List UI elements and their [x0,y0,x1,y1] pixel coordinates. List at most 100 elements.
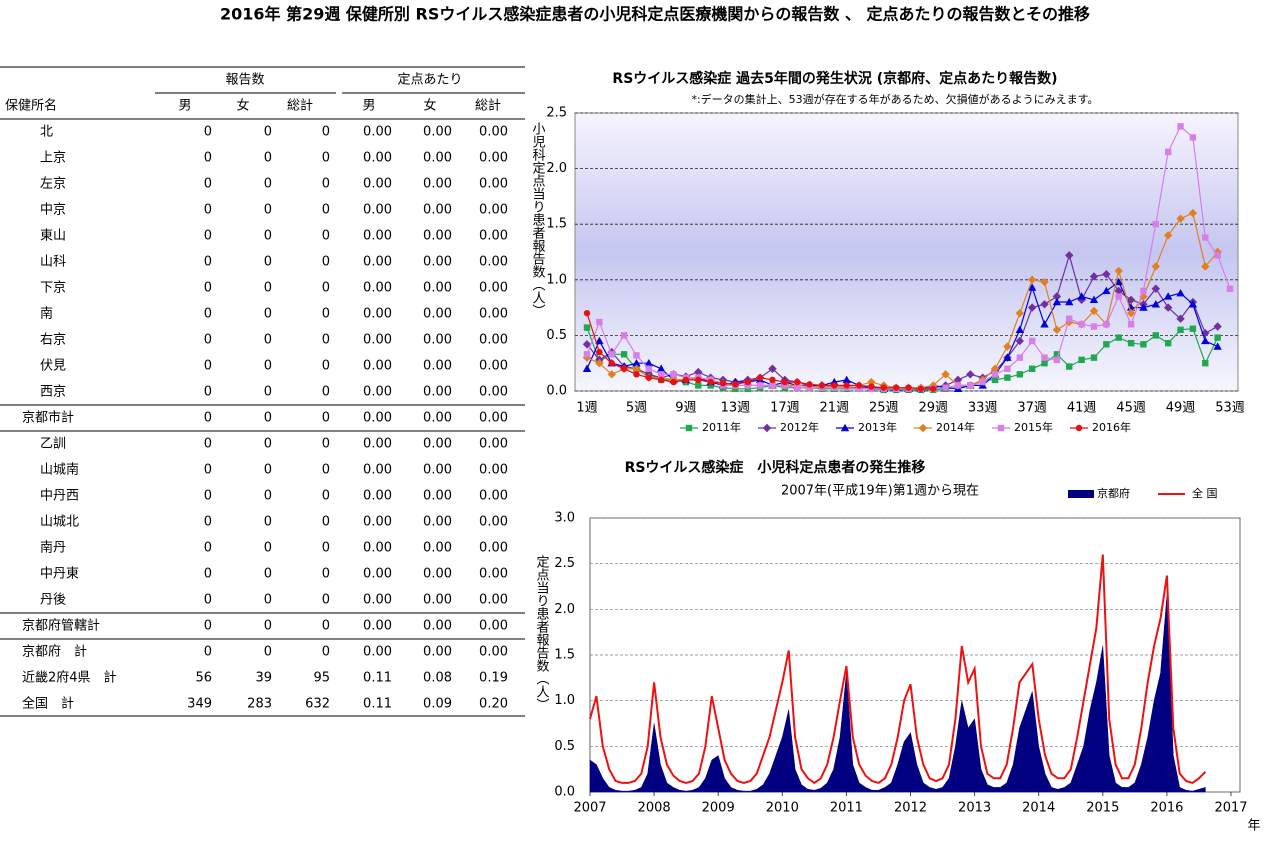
y-tick-label: 0.5 [546,328,567,343]
point [1004,374,1011,381]
point [1188,300,1198,308]
point [732,381,739,388]
cell: 632 [305,697,330,712]
cell: 0 [322,593,330,608]
point [596,348,603,356]
cell: 0.00 [363,333,392,348]
cell: 0 [204,463,212,478]
cell: 0 [204,359,212,374]
y-tick-label: 1.0 [546,272,567,287]
cell: 0.00 [479,567,508,582]
cell: 0.00 [423,177,452,192]
cell: 0 [204,255,212,270]
point [966,370,975,379]
point [840,423,850,432]
point [794,378,801,386]
point [1163,292,1173,300]
cell: 0 [264,281,272,296]
cell: 0.00 [479,541,508,556]
cell: 0.00 [423,489,452,504]
point [868,383,875,390]
cell: 0.00 [479,125,508,140]
point [1052,292,1062,301]
row-label: 丹後 [40,593,66,608]
point [607,370,616,379]
point [620,332,628,339]
point [694,367,703,377]
point [1041,354,1048,361]
cell: 0 [204,437,212,452]
row-label: 西京 [40,385,66,400]
cell: 0.08 [423,671,452,686]
cell: 0 [204,515,212,530]
point [1003,353,1012,361]
cell: 0 [204,281,212,296]
cell: 0.00 [363,515,392,530]
point [1040,277,1049,287]
point [991,371,999,378]
cell: 0 [204,489,212,504]
cell: 0.00 [423,255,452,270]
cell: 0 [264,411,272,426]
cell: 0.19 [479,671,508,686]
point [744,378,751,386]
row-label: 山城北 [40,515,79,530]
point [707,382,714,389]
cell: 0 [264,645,272,660]
y-tick-label: 2.0 [546,161,567,176]
point [1139,303,1148,311]
point [1052,297,1062,306]
cell: 0.00 [423,541,452,556]
cell: 0.00 [363,645,392,660]
point [1177,123,1184,130]
point [633,352,640,359]
point [1163,303,1173,312]
cell: 0.00 [363,489,392,504]
point [1015,336,1024,346]
legend-label: 2015年 [1014,420,1053,434]
group-header: 報告数 [225,73,264,88]
cell: 0.00 [479,203,508,218]
point [756,374,764,381]
point [1077,292,1086,300]
x-tick-label: 2016 [1150,801,1183,816]
legend-swatch [1068,490,1094,498]
cell: 0.00 [363,281,392,296]
point [990,364,1000,373]
cell: 0 [264,489,272,504]
cell: 0.00 [423,437,452,452]
cell: 0.00 [363,125,392,140]
cell: 0 [322,411,330,426]
cell: 0.00 [363,567,392,582]
point [843,382,850,389]
point [1040,300,1049,309]
cell: 0 [264,541,272,556]
point [942,384,949,391]
cell: 0.00 [479,307,508,322]
cell: 0.00 [423,411,452,426]
cell: 0 [264,151,272,166]
point [1177,326,1184,334]
x-tick-label: 45週 [1116,401,1146,416]
point [1089,306,1099,316]
point [1015,325,1024,334]
cell: 0 [204,619,212,634]
cell: 0.00 [479,333,508,348]
cell: 0 [322,125,330,140]
cell: 0 [322,463,330,478]
cell: 0.00 [363,437,392,452]
cell: 0.00 [423,281,452,296]
cell: 0 [204,541,212,556]
point [768,364,777,373]
x-tick-label: 2009 [702,801,735,816]
point [892,384,900,391]
cell: 0 [322,255,330,270]
column-header: 保健所名 [5,98,57,114]
point [1053,356,1061,364]
point [1213,322,1222,331]
cell: 0 [264,229,272,244]
point [656,364,666,372]
cell: 0.00 [363,541,392,556]
point [1053,351,1061,358]
point [880,384,887,391]
